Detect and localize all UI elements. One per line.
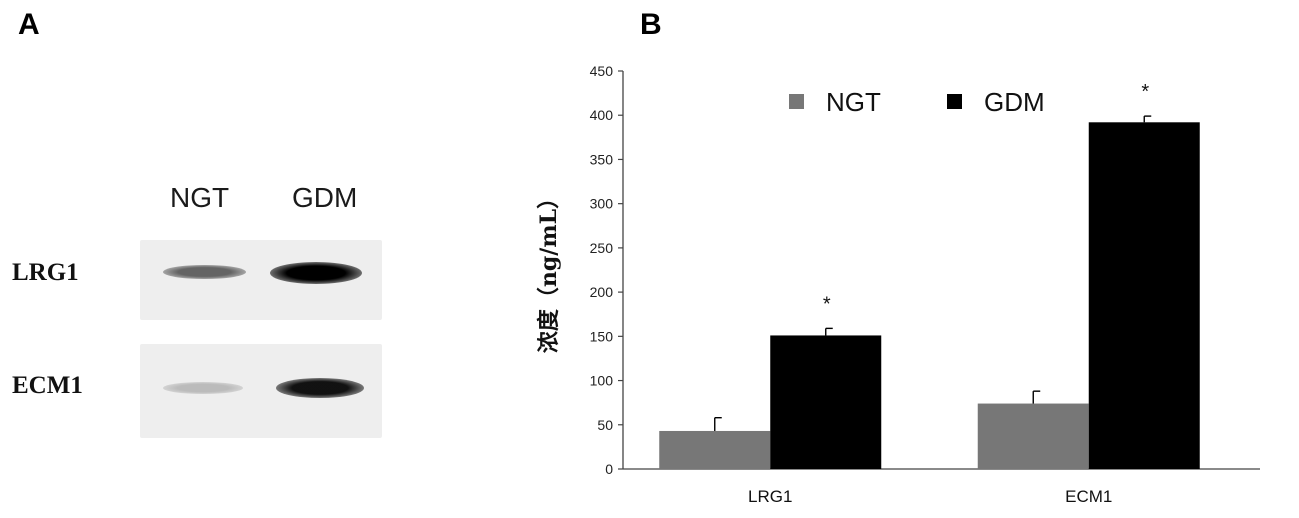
y-tick-label: 300 [590,196,614,212]
blot-row-label-ecm1: ECM1 [12,372,83,399]
panel-a-label: A [18,8,40,41]
y-tick-label: 450 [590,63,614,79]
legend-swatch-gdm [947,94,962,109]
bar-ngt-lrg1 [659,430,771,469]
bar-gdm-ecm1 [1088,122,1200,469]
significance-marker: * [823,293,831,315]
x-tick-label: ECM1 [1065,487,1112,506]
blot-band-lrg1-gdm [270,262,362,284]
legend-label-ngt: NGT [826,87,881,117]
y-tick-label: 250 [590,240,614,256]
y-tick-label: 200 [590,284,614,300]
y-axis-title: 浓度（ng/mL） [536,187,562,353]
legend-label-gdm: GDM [984,87,1045,117]
chart-bars: ** [659,81,1200,469]
x-tick-label: LRG1 [748,487,792,506]
panel-b-label: B [640,8,662,41]
blot-band-ecm1-gdm [276,378,364,398]
blot-column-gdm: GDM [292,182,358,213]
y-tick-label: 100 [590,373,614,389]
bar-gdm-lrg1 [770,335,882,469]
y-tick-label: 350 [590,151,614,167]
chart-legend: NGT GDM [789,87,1045,117]
blot-row-label-lrg1: LRG1 [12,259,79,286]
y-tick-label: 400 [590,107,614,123]
blot-column-ngt: NGT [170,182,230,213]
y-tick-label: 150 [590,328,614,344]
y-tick-label: 50 [597,417,613,433]
chart-axes: 0 50 100 150 200 250 300 350 400 450 浓度（ng/mL） LRG1… [536,63,1260,506]
blot-band-ecm1-ngt [163,382,243,394]
legend-swatch-ngt [789,94,804,109]
blot-band-lrg1-ngt [163,265,246,279]
significance-marker: * [1141,81,1149,103]
bar-ngt-ecm1 [977,403,1089,469]
y-tick-label: 0 [605,461,613,477]
